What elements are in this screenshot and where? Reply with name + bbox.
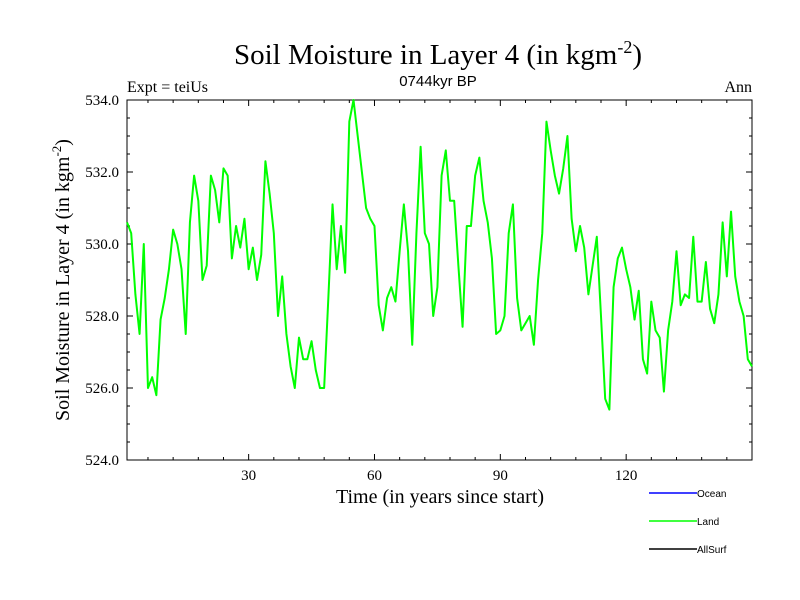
y-axis-label: Soil Moisture in Layer 4 (in kgm-2) bbox=[49, 139, 74, 421]
legend-label-land: Land bbox=[697, 517, 719, 528]
legend: Ocean Land AllSurf bbox=[649, 489, 727, 556]
season-label: Ann bbox=[724, 79, 752, 96]
series-line-land bbox=[126, 99, 753, 411]
x-axis-label: Time (in years since start) bbox=[336, 486, 544, 508]
x-tick-label: 90 bbox=[493, 468, 508, 484]
chart-subtitle: 0744kyr BP bbox=[399, 73, 477, 90]
chart-title: Soil Moisture in Layer 4 (in kgm-2) bbox=[234, 37, 642, 71]
y-tick-label: 532.0 bbox=[85, 165, 119, 181]
x-tick-label: 60 bbox=[367, 468, 382, 484]
y-tick-label: 530.0 bbox=[85, 237, 119, 253]
y-tick-label: 528.0 bbox=[85, 309, 119, 325]
y-tick-label: 526.0 bbox=[85, 381, 119, 397]
y-tick-label: 524.0 bbox=[85, 453, 119, 469]
tick-labels: 524.0 526.0 528.0 530.0 532.0 534.0 30 60 90 120 bbox=[85, 93, 637, 484]
plot-frame bbox=[126, 99, 753, 461]
x-tick-label: 30 bbox=[241, 468, 256, 484]
x-tick-label: 120 bbox=[615, 468, 638, 484]
axis-ticks bbox=[127, 99, 752, 461]
legend-label-ocean: Ocean bbox=[697, 489, 726, 500]
y-tick-label: 534.0 bbox=[85, 93, 119, 109]
experiment-label: Expt = teiUs bbox=[127, 79, 208, 96]
legend-label-allsurf: AllSurf bbox=[697, 545, 727, 556]
plot-area: 524.0 526.0 528.0 530.0 532.0 534.0 30 60 90 120 bbox=[85, 93, 753, 484]
